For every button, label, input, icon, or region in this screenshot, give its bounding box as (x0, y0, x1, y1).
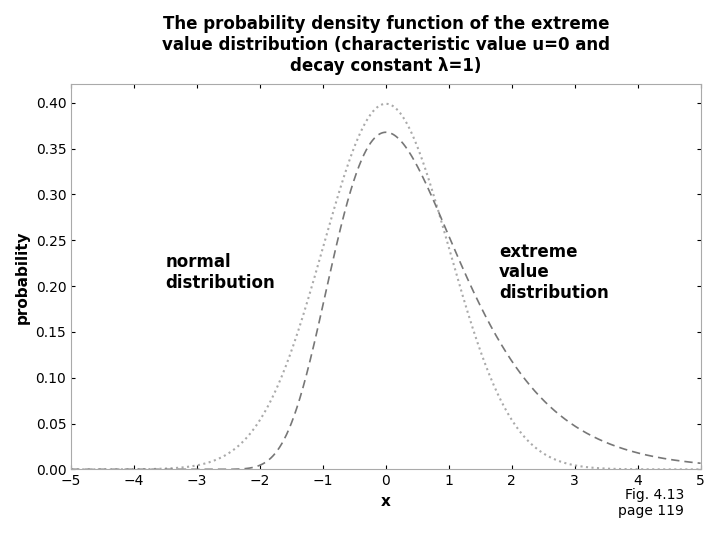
Title: The probability density function of the extreme
value distribution (characterist: The probability density function of the … (162, 15, 610, 75)
Text: extreme
value
distribution: extreme value distribution (499, 242, 609, 302)
Text: Fig. 4.13
page 119: Fig. 4.13 page 119 (618, 488, 684, 518)
Text: normal
distribution: normal distribution (166, 253, 275, 292)
X-axis label: x: x (381, 494, 391, 509)
Y-axis label: probability: probability (15, 230, 30, 324)
